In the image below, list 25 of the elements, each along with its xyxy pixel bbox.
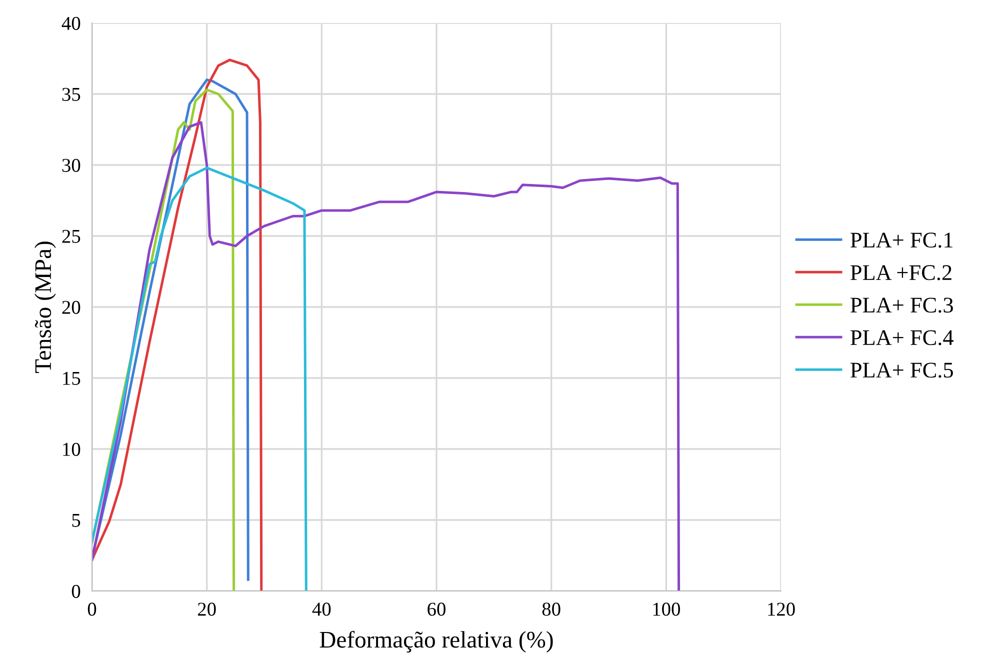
legend-label: PLA+ FC.3 [850,298,953,313]
x-tick-label: 100 [653,602,680,616]
x-tick-label: 80 [542,602,560,616]
y-tick-label: 30 [62,158,80,172]
x-tick-label: 40 [312,602,331,616]
y-tick-label: 20 [62,300,80,314]
x-tick-label: 120 [768,602,795,616]
legend-label: PLA+ FC.5 [850,362,953,378]
y-tick-label: 15 [63,372,80,385]
line-series [92,166,308,591]
y-tick-label: 5 [72,514,80,527]
y-axis-title: Tensão (MPa) [34,242,56,373]
y-tick-label: 40 [62,16,80,30]
x-tick-label: 20 [198,602,216,616]
y-tick-label: 10 [63,442,80,456]
legend-label: PLA+ FC.4 [850,330,954,346]
y-tick-label: 25 [62,230,80,243]
legend-label: PLA +FC.2 [850,265,952,280]
legend-label: PLA+ FC.1 [850,232,952,248]
x-tick-label: 0 [88,602,96,616]
line-series [92,121,680,591]
y-tick-label: 35 [62,88,80,101]
y-tick-label: 0 [72,584,80,598]
x-tick-label: 60 [428,602,446,616]
x-axis-title: Deformação relativa (%) [320,630,553,653]
